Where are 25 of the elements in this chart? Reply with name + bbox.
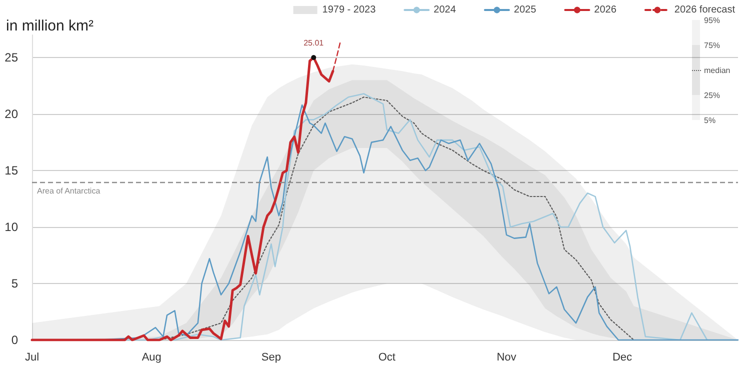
y-tick-label: 25	[4, 50, 18, 65]
legend-label: 2025	[514, 4, 537, 16]
y-tick-label: 15	[4, 164, 18, 178]
y-axis-title: in million km²	[6, 18, 94, 34]
text: 95%	[704, 16, 720, 25]
legend-label: 2026	[594, 4, 617, 16]
x-tick-label: Aug	[142, 352, 162, 364]
y-tick-label: 0	[11, 333, 18, 347]
annotation: 5%	[704, 116, 716, 125]
y-tick-label: 20	[4, 107, 18, 122]
x-tick-label: Sep	[261, 352, 281, 364]
x-tick-label: Jul	[24, 352, 40, 364]
annotation: 25%	[704, 91, 720, 100]
ref-line-label: Area of Antarctica	[37, 186, 101, 196]
legend-label: 1979 - 2023	[322, 4, 376, 16]
annotation: 25.01	[304, 38, 324, 48]
x-tick-label: Oct	[378, 352, 396, 364]
legend-label: 2026 forecast	[674, 4, 736, 16]
y-tick-label: 10	[4, 220, 18, 234]
x-tick-label: Dec	[612, 352, 633, 364]
legend-label: 2024	[434, 4, 456, 16]
annotation: median	[704, 66, 730, 75]
annotation: 75%	[704, 41, 720, 50]
y-tick-label: 5	[11, 276, 18, 291]
x-tick-label: Nov	[496, 352, 517, 364]
